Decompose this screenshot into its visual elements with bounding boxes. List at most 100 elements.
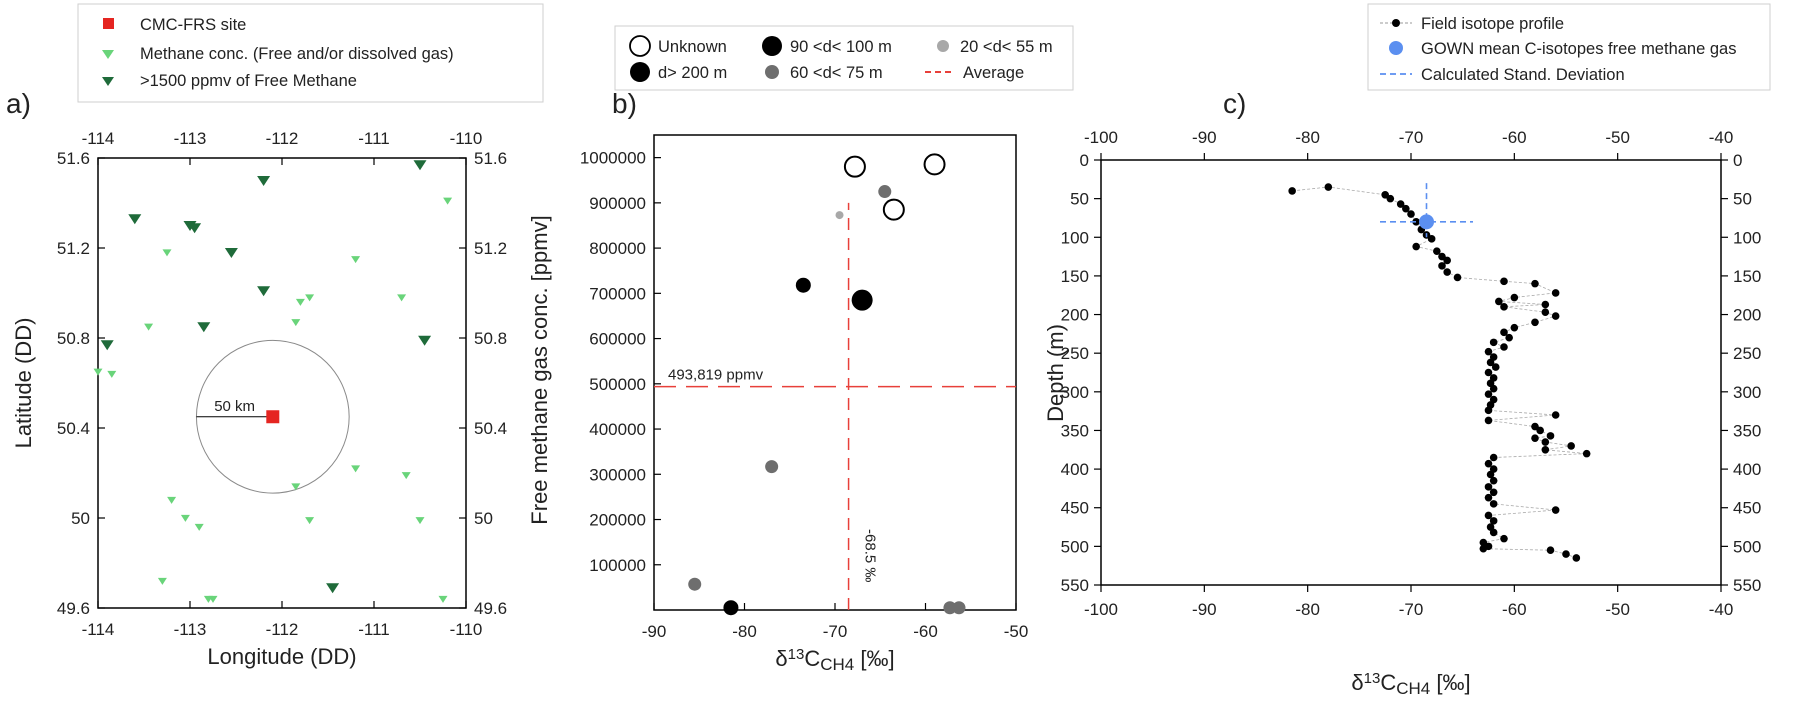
field-profile-point: [1484, 368, 1493, 377]
methane-conc-marker: [401, 472, 411, 480]
x-tick-label-c-bottom: -70: [1399, 600, 1424, 619]
legend-a-dark-triangle-label: >1500 ppmv of Free Methane: [140, 72, 357, 90]
y-tick-label-a-left: 50.8: [57, 329, 90, 348]
field-profile-point: [1489, 338, 1498, 347]
field-profile-point: [1551, 312, 1560, 320]
field-profile-point: [1479, 538, 1488, 547]
field-profile-point: [1438, 252, 1446, 261]
panel-label-c: c): [1223, 88, 1246, 119]
field-profile-line: [1292, 186, 1587, 559]
x-tick-label-b: -70: [823, 622, 848, 641]
field-profile-point: [1572, 554, 1581, 562]
field-profile-point: [1396, 200, 1405, 208]
legend-a-light-triangle-label: Methane conc. (Free and/or dissolved gas…: [140, 45, 454, 63]
x-tick-label-c-bottom: -80: [1295, 600, 1320, 619]
legend-b-gt200-marker: [630, 62, 650, 82]
methane-conc-marker: [351, 256, 361, 264]
x-tick-label-c-bottom: -40: [1709, 600, 1734, 619]
axis-label-c-x-main: C: [1380, 670, 1396, 695]
methane-conc-marker: [397, 294, 407, 302]
plot-frame-a: [97, 157, 467, 609]
field-profile-point: [1324, 183, 1333, 191]
y-tick-label-b: 500000: [589, 375, 646, 394]
legend-b-20-55-label: 20 <d< 55 m: [960, 38, 1053, 56]
x-tick-label-c-top: -60: [1502, 128, 1527, 147]
d-60-75-marker: [952, 601, 966, 615]
methane-conc-marker: [305, 294, 315, 302]
field-profile-point: [1402, 204, 1410, 213]
field-profile-point: [1567, 442, 1575, 450]
x-tick-label-a-top: -112: [266, 129, 299, 148]
field-profile-point: [1541, 445, 1550, 454]
y-tick-label-a-left: 51.2: [57, 239, 90, 258]
free-methane-marker: [257, 286, 271, 297]
methane-conc-marker: [167, 496, 177, 504]
x-tick-label-a-top: -113: [174, 129, 207, 148]
d-90-100-marker: [723, 600, 739, 616]
y-tick-label-a-right: 50.8: [474, 329, 507, 348]
legend-a-light-triangle-marker: [102, 50, 114, 59]
free-methane-marker: [128, 214, 142, 225]
y-tick-label-c-right: 200: [1733, 306, 1761, 325]
panel-label-b: b): [612, 88, 637, 119]
field-profile-point: [1412, 242, 1420, 251]
free-methane-marker: [257, 175, 271, 187]
field-profile-point: [1551, 289, 1560, 297]
x-tick-label-b: -90: [642, 622, 667, 641]
y-tick-label-c-right: 450: [1733, 499, 1761, 518]
legend-c-profile-label: Field isotope profile: [1421, 15, 1564, 33]
y-tick-label-c-left: 250: [1061, 344, 1089, 363]
methane-conc-marker: [162, 249, 172, 257]
methane-conc-marker: [291, 483, 301, 491]
chart-c-layer: -100 -100 -90 -90 -80 -80 -70 -70 -60 -60 -50 -50 -4…: [1061, 128, 1762, 619]
methane-conc-marker: [180, 514, 190, 522]
radius-circle: [195, 339, 350, 494]
x-tick-label-b: -80: [732, 622, 757, 641]
x-tick-label-c-bottom: -60: [1502, 600, 1527, 619]
x-tick-label-c-top: -80: [1295, 128, 1320, 147]
y-tick-label-c-left: 300: [1061, 383, 1089, 402]
y-tick-label-b: 900000: [589, 194, 646, 213]
field-profile-point: [1562, 550, 1570, 558]
legend-b-gt200-label: d> 200 m: [658, 64, 727, 82]
field-profile-point: [1500, 303, 1508, 311]
average-x-annotation: -68.5 ‰: [862, 529, 879, 582]
free-methane-marker: [418, 335, 432, 346]
field-profile-point: [1489, 488, 1498, 497]
x-tick-label-a-bottom: -111: [358, 620, 390, 639]
legend-b-60-75-label: 60 <d< 75 m: [790, 64, 883, 82]
x-tick-label-c-bottom: -100: [1084, 600, 1118, 619]
x-tick-label-c-top: -100: [1084, 128, 1118, 147]
x-tick-label-b: -50: [1004, 622, 1029, 641]
y-tick-label-b: 300000: [589, 465, 646, 484]
y-tick-label-c-right: 400: [1733, 460, 1761, 479]
methane-conc-marker: [144, 323, 154, 331]
legend-b-90-100-label: 90 <d< 100 m: [790, 38, 892, 56]
field-profile-point: [1551, 411, 1560, 419]
y-tick-label-b: 100000: [589, 556, 646, 575]
cmc-frs-site-marker: [266, 410, 280, 424]
x-tick-label-a-bottom: -114: [82, 620, 115, 639]
x-tick-label-a-bottom: -113: [174, 620, 207, 639]
field-profile-point: [1484, 511, 1493, 520]
x-tick-label-a-bottom: -110: [450, 620, 483, 639]
axis-label-b-x-unit: [‰]: [854, 646, 894, 671]
field-profile-point: [1484, 390, 1493, 398]
field-profile-point: [1489, 517, 1498, 525]
legend-b-unknown-label: Unknown: [658, 38, 727, 56]
methane-conc-marker: [443, 197, 453, 205]
field-profile-point: [1484, 406, 1493, 415]
field-profile-point: [1381, 190, 1389, 199]
y-tick-label-c-left: 200: [1061, 306, 1089, 325]
legend-c: Field isotope profile GOWN mean C-isotop…: [1367, 3, 1771, 91]
y-tick-label-c-left: 550: [1061, 576, 1089, 595]
y-tick-label-c-left: 450: [1061, 499, 1089, 518]
legend-b-unknown-marker: [629, 35, 651, 57]
free-methane-marker: [326, 583, 340, 594]
x-tick-label-c-top: -40: [1709, 128, 1734, 147]
d-gt-200-marker: [851, 289, 873, 311]
field-profile-point: [1486, 470, 1495, 479]
y-tick-label-c-right: 500: [1733, 537, 1761, 556]
chart-b-layer: -90 -80 -70 -60 -50 100000 200000 300000 400000 5…: [580, 149, 1028, 641]
